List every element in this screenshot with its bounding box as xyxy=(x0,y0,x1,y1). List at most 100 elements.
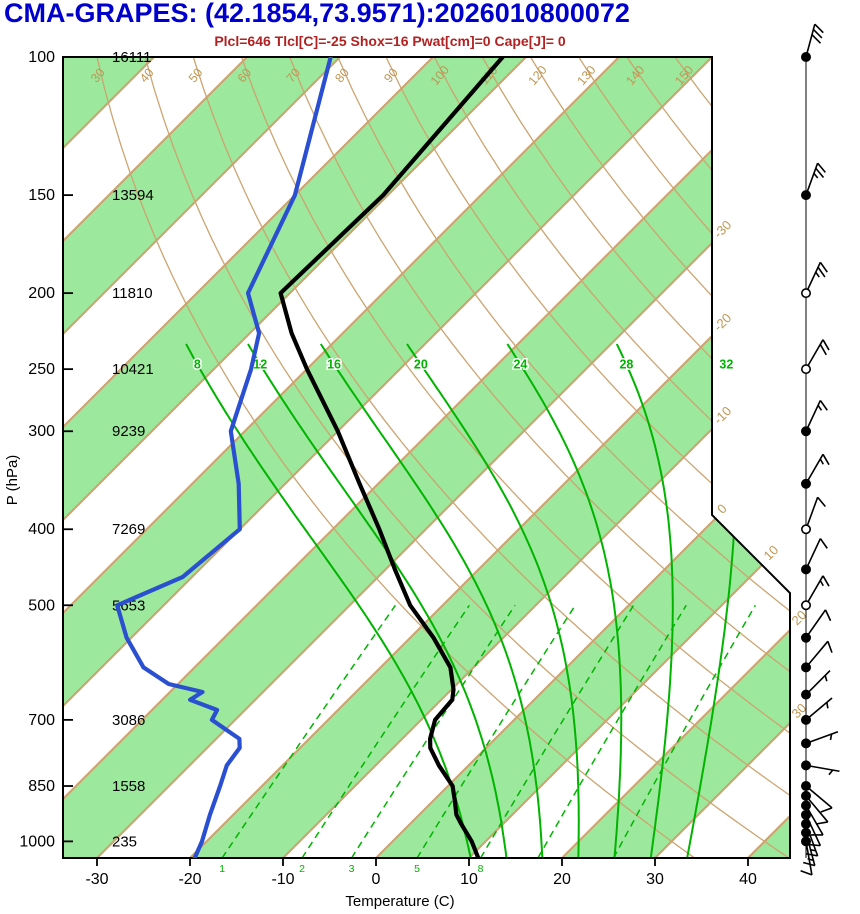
wind-barb-staff xyxy=(805,841,813,876)
dry-adiabat xyxy=(240,57,790,858)
temperature-line xyxy=(278,57,505,858)
wind-level-dot xyxy=(800,426,811,437)
wind-barb-half xyxy=(828,769,834,776)
plot-border xyxy=(62,56,791,859)
dry-adiabat xyxy=(289,57,790,858)
isotherm-edge-label: 10 xyxy=(761,542,782,563)
wind-barb-staff xyxy=(805,400,822,432)
dry-adiabat-label: 30 xyxy=(88,66,108,86)
mixing-ratio-label: 5 xyxy=(414,863,420,875)
wind-barb-staff xyxy=(805,453,824,485)
x-axis-title: Temperature (C) xyxy=(345,893,454,910)
green-band xyxy=(63,57,526,858)
temperature-curve xyxy=(278,57,505,858)
wind-barb-staff xyxy=(805,609,827,639)
mixing-ratio-line xyxy=(350,604,516,858)
green-band xyxy=(63,57,340,858)
wind-barb-full xyxy=(812,28,823,39)
isotherm-edge-label: 0 xyxy=(714,501,730,517)
dry-adiabat xyxy=(433,57,790,858)
moist-adiabat-label: 24 xyxy=(513,357,527,371)
wind-barb-full xyxy=(824,609,832,622)
wind-barb-full xyxy=(819,261,828,273)
chart-parameters: Plcl=646 Tlcl[C]=-25 Shox=16 Pwat[cm]=0 … xyxy=(214,33,566,49)
wind-level-dot xyxy=(800,632,811,643)
wind-barb-staff xyxy=(805,764,840,773)
wind-barbs xyxy=(800,23,840,876)
dry-adiabat-label: 120 xyxy=(526,63,550,88)
wind-barb-staff xyxy=(805,805,824,836)
mixing-ratio-line xyxy=(416,604,576,858)
wind-barb-staff xyxy=(805,261,822,294)
wind-level-dot xyxy=(800,818,811,829)
temp-tick-label: -20 xyxy=(178,871,201,888)
wind-barb-staff xyxy=(805,497,819,530)
wind-level-dot xyxy=(800,478,811,489)
dry-adiabat xyxy=(337,57,790,858)
isotherm-edge-label: -30 xyxy=(711,217,735,241)
pressure-label: 400 xyxy=(28,521,55,538)
wind-barb-full xyxy=(819,538,828,549)
wind-barb-staff xyxy=(805,640,829,668)
moist-adiabat xyxy=(247,343,508,858)
wind-barb-staff xyxy=(805,670,831,696)
temperature-axis: -30 -20 -10 0 10 20 30 40 Temperature (C) xyxy=(85,858,757,910)
background-labels: 30 40 50 60 70 80 90 100 110 120 130 140 150-30-20-1… xyxy=(88,63,809,875)
wind-barb-full xyxy=(827,641,833,653)
dry-adiabat-label: 80 xyxy=(332,66,352,86)
isotherm xyxy=(63,57,713,858)
wind-level-dot xyxy=(800,827,811,838)
wind-barb-staff xyxy=(805,23,816,58)
moist-adiabat xyxy=(615,343,674,858)
wind-level-dot xyxy=(800,51,811,62)
pressure-label: 700 xyxy=(28,712,55,729)
wind-level-dot xyxy=(800,689,811,700)
height-label: 3086 xyxy=(112,712,145,729)
height-label: 11810 xyxy=(112,285,153,302)
wind-barb-staff xyxy=(805,575,824,606)
isotherm xyxy=(63,57,248,858)
wind-barb-half xyxy=(819,580,824,587)
pressure-label: 200 xyxy=(28,285,55,302)
height-label: 1558 xyxy=(112,778,145,795)
wind-barb-full xyxy=(819,399,828,411)
wind-level-dot-open xyxy=(800,364,811,375)
moist-adiabat-label: 28 xyxy=(619,357,633,371)
wind-barb-half xyxy=(813,172,819,179)
height-label: 235 xyxy=(112,833,137,850)
dry-adiabat-label: 50 xyxy=(186,66,206,86)
wind-barb-half xyxy=(819,458,824,465)
wind-level-dot xyxy=(800,836,811,847)
dewpoint-line xyxy=(115,57,333,858)
pressure-label: 300 xyxy=(28,423,55,440)
isotherm xyxy=(654,57,790,858)
temp-tick-label: -10 xyxy=(271,871,294,888)
wind-barb-staff xyxy=(805,785,833,809)
wind-level-dot xyxy=(800,790,811,801)
green-band xyxy=(190,57,790,858)
dry-adiabat xyxy=(385,57,790,858)
isotherm-edge-label: -10 xyxy=(711,403,735,427)
mixing-ratio-label: 1 xyxy=(219,863,225,875)
temp-tick-label: 0 xyxy=(372,871,381,888)
wind-barb-full xyxy=(817,266,826,278)
isotherm xyxy=(63,57,341,858)
moist-adiabat xyxy=(319,343,544,858)
isotherm xyxy=(468,57,790,858)
wind-barb-half xyxy=(817,404,823,411)
mixing-ratio-lines xyxy=(221,604,756,858)
isotherm xyxy=(63,57,434,858)
moist-adiabat-label: 8 xyxy=(194,357,201,371)
wind-barb-half xyxy=(826,702,829,709)
height-label: 7269 xyxy=(112,521,145,538)
pressure-label: 100 xyxy=(28,49,55,66)
moist-adiabat-label: 32 xyxy=(719,357,733,371)
temp-tick-label: 30 xyxy=(646,871,664,888)
wind-barb-full xyxy=(819,344,827,356)
wind-barb-half xyxy=(824,675,828,682)
temp-tick-label: 20 xyxy=(553,871,571,888)
wind-barb-half xyxy=(829,733,833,741)
green-band xyxy=(63,57,712,858)
